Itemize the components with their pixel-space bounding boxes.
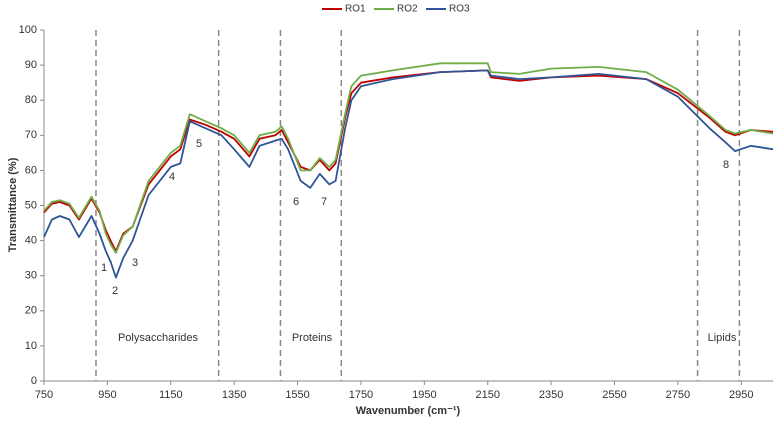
x-axis-title: Wavenumber (cm⁻¹) <box>356 405 461 417</box>
y-tick-label: 90 <box>25 59 37 71</box>
peak-label: 4 <box>169 171 175 183</box>
series-line <box>43 69 774 279</box>
x-tick-label: 2550 <box>602 389 626 401</box>
region-label: Proteins <box>292 332 333 344</box>
y-tick-label: 70 <box>25 129 37 141</box>
legend-label: RO3 <box>449 4 470 15</box>
x-tick-label: 1950 <box>412 389 436 401</box>
y-tick-label: 80 <box>25 94 37 106</box>
y-tick-label: 50 <box>25 199 37 211</box>
y-tick-label: 100 <box>19 24 37 36</box>
y-tick-label: 40 <box>25 235 37 247</box>
x-tick-label: 2750 <box>666 389 690 401</box>
x-tick-label: 2350 <box>539 389 563 401</box>
x-tick-label: 1550 <box>285 389 309 401</box>
legend-label: RO2 <box>397 4 418 15</box>
peak-label: 5 <box>196 138 202 150</box>
y-tick-label: 0 <box>31 375 37 387</box>
peak-label: 8 <box>723 159 729 171</box>
x-tick-label: 750 <box>35 389 53 401</box>
x-tick-label: 2950 <box>729 389 753 401</box>
series-line <box>43 69 774 252</box>
x-tick-label: 1150 <box>159 389 183 401</box>
peak-label: 3 <box>132 257 138 269</box>
region-label: Polysaccharides <box>118 332 199 344</box>
x-tick-label: 2150 <box>475 389 499 401</box>
y-tick-label: 10 <box>25 340 37 352</box>
y-tick-label: 30 <box>25 270 37 282</box>
y-tick-label: 20 <box>25 305 37 317</box>
peak-label: 6 <box>293 196 299 208</box>
y-axis-title: Transmittance (%) <box>7 157 19 252</box>
peak-label: 2 <box>112 285 118 297</box>
series-line <box>43 62 774 254</box>
peak-label: 7 <box>321 196 327 208</box>
legend-label: RO1 <box>345 4 366 15</box>
x-tick-label: 1750 <box>349 389 373 401</box>
region-label: Lipids <box>708 332 737 344</box>
x-tick-label: 950 <box>98 389 116 401</box>
x-tick-label: 1350 <box>222 389 246 401</box>
peak-label: 1 <box>101 262 107 274</box>
y-tick-label: 60 <box>25 164 37 176</box>
